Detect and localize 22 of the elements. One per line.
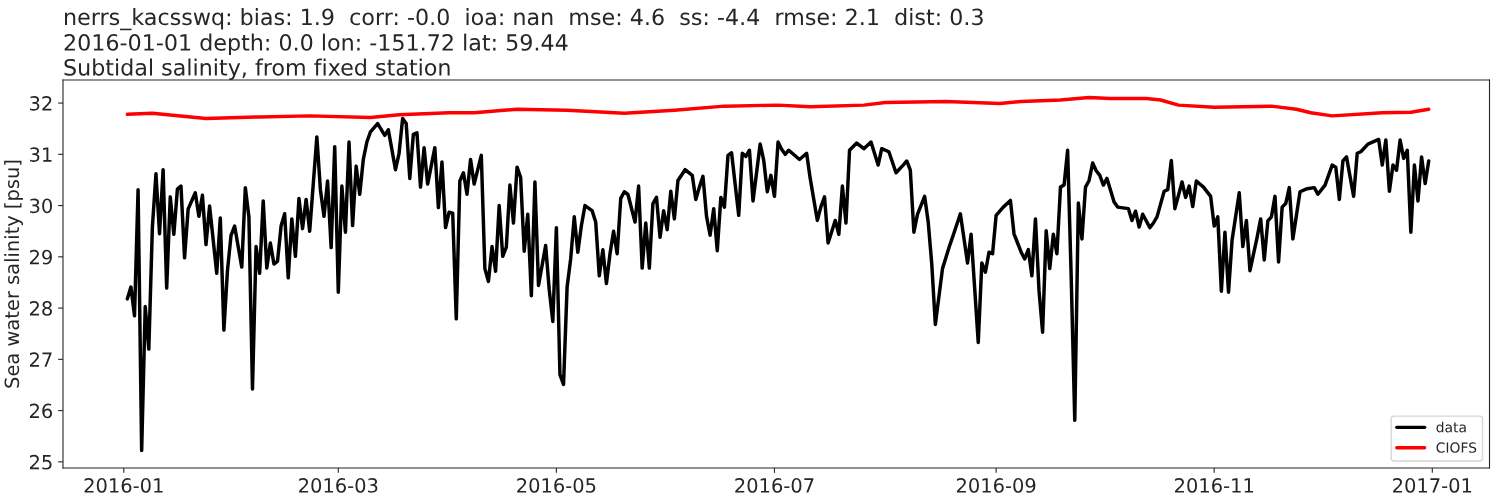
line-series bbox=[125, 95, 1431, 121]
y-tick-label: 31 bbox=[30, 147, 52, 162]
x-tick-label: 2016-07 bbox=[735, 478, 814, 493]
x-tick-label: 2016-05 bbox=[517, 478, 596, 493]
y-tick-label: 28 bbox=[29, 301, 52, 316]
x-tick-label: 2016-03 bbox=[299, 478, 378, 493]
y-tick-label: 32 bbox=[30, 96, 52, 111]
legend-label: CIOFS bbox=[1436, 442, 1477, 453]
y-tick-label: 30 bbox=[30, 198, 52, 214]
line-series bbox=[125, 116, 1431, 453]
y-tick-label: 25 bbox=[29, 454, 52, 470]
y-tick-label: 29 bbox=[29, 249, 52, 265]
x-tick-label: 2016-09 bbox=[956, 478, 1036, 493]
x-tick-label: 2016-01 bbox=[84, 478, 163, 493]
legend-label: data bbox=[1436, 421, 1466, 433]
x-tick-label: 2016-11 bbox=[1175, 478, 1254, 493]
chart-title: nerrs_kacsswq: bias: 1.9 corr: -0.0 ioa: nan mse: 4.6 ss: -4.4 rmse: 2.1 dist: 0.3 bbox=[65, 8, 983, 31]
y-axis-title: Sea water salinity [psu] bbox=[4, 160, 23, 388]
x-tick-label: 2017-01 bbox=[1393, 478, 1472, 493]
y-tick-label: 27 bbox=[29, 352, 52, 367]
chart-subtitle: 2016-01-01 depth: 0.0 lon: -151.72 lat: 59.44 Subtidal salinity, from fixed station bbox=[64, 33, 568, 80]
y-tick-label: 26 bbox=[29, 403, 53, 419]
